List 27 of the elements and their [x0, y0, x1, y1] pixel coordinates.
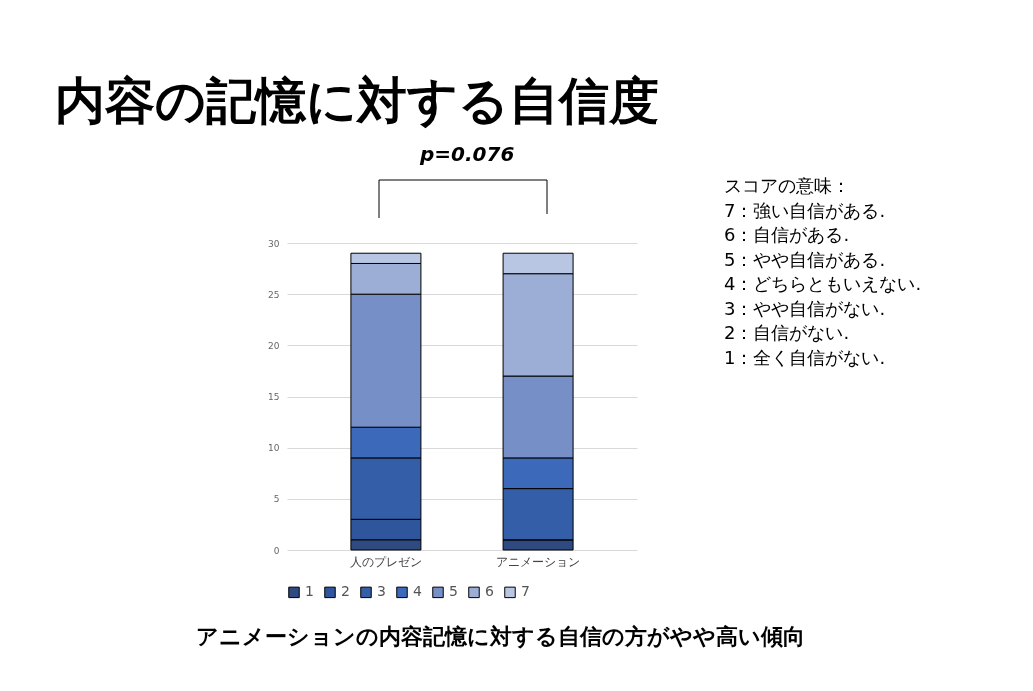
- x-tick-label: 人のプレゼン: [349, 554, 422, 569]
- y-tick-label: 25: [268, 289, 280, 300]
- text: スコアの意味：: [724, 174, 851, 198]
- legend-label: 6: [485, 583, 494, 600]
- text: アニメーションの内容記憶に対する自信の方がやや高い傾向: [194, 623, 806, 651]
- legend-label: 4: [413, 583, 422, 600]
- y-tick-label: 10: [268, 443, 280, 454]
- legend-label: 2: [341, 583, 350, 600]
- text: 3：やや自信がない.: [724, 296, 887, 321]
- text: 6：自信がある.: [724, 223, 851, 247]
- y-tick-label: 20: [268, 340, 280, 351]
- y-tick-label: 5: [273, 494, 280, 505]
- x-tick-label: アニメーション: [496, 554, 581, 569]
- text: 4：どちらともいえない.: [724, 272, 922, 296]
- legend-label: 7: [521, 583, 530, 600]
- legend-label: 5: [449, 583, 458, 600]
- y-tick-label: 30: [268, 238, 280, 249]
- text: p=0.076: [420, 142, 515, 166]
- text: 1：全く自信がない.: [724, 345, 887, 370]
- chart-title: 内容の記憶に対する自信度: [55, 71, 659, 132]
- legend-label: 3: [377, 583, 386, 600]
- text: 2：自信がない.: [724, 321, 851, 345]
- legend-label: 1: [305, 583, 314, 600]
- text: 5：やや自信がある.: [724, 247, 887, 272]
- y-tick-label: 0: [273, 545, 280, 556]
- y-tick-label: 15: [268, 392, 280, 402]
- text: 7：強い自信がある.: [724, 198, 887, 223]
